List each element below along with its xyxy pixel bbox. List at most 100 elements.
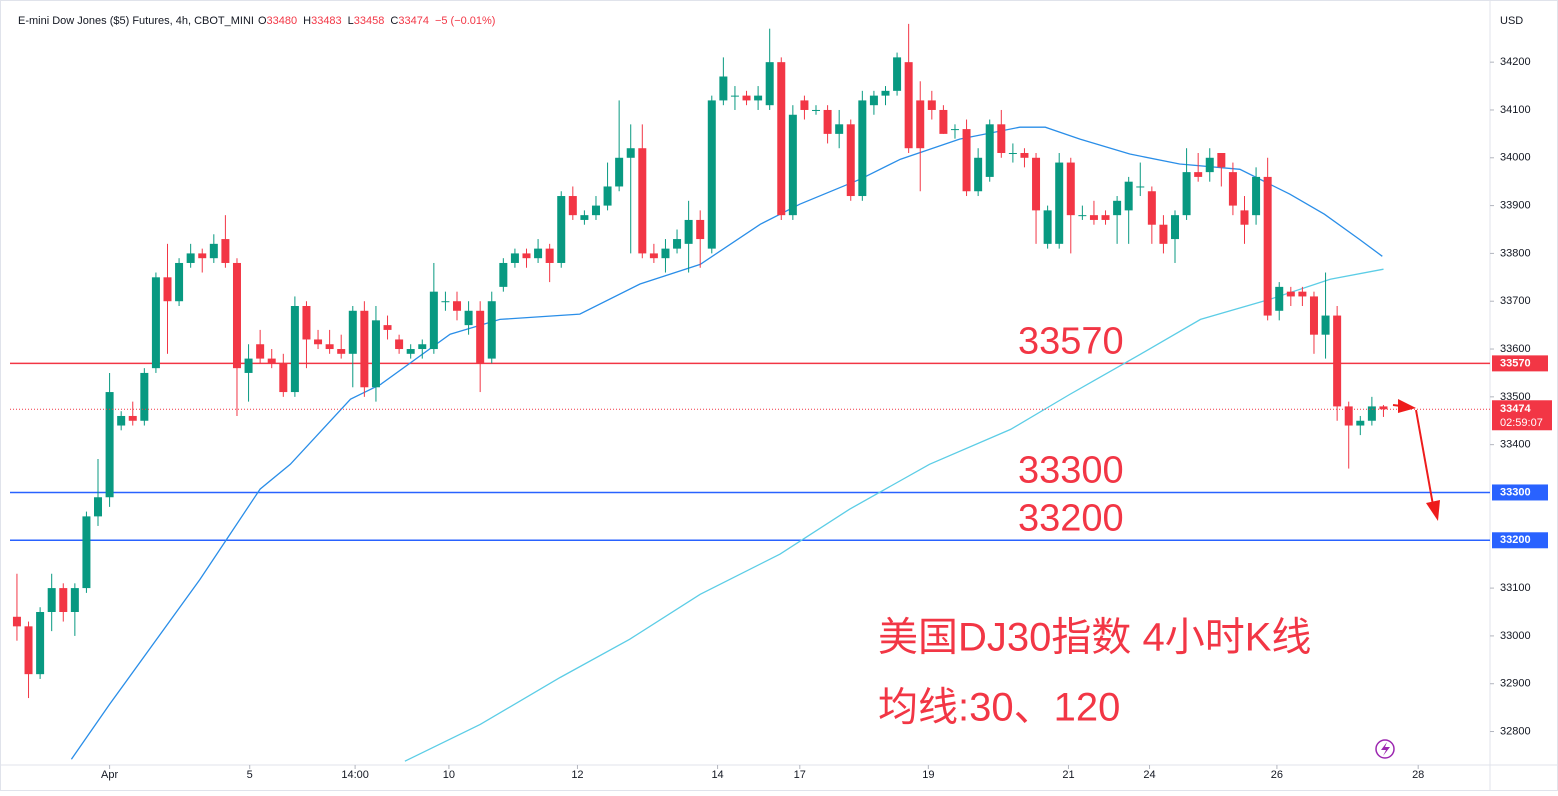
candle-body (765, 62, 774, 106)
candle-body (950, 129, 959, 131)
candle-body (487, 301, 496, 359)
candle-body (568, 196, 577, 216)
candle-body (1124, 181, 1133, 211)
ohlc-key: L (348, 15, 354, 27)
price-tag-label: 33474 (1500, 403, 1531, 415)
header: E-mini Dow Jones ($5) Futures, 4h, CBOT_… (18, 15, 495, 27)
level-tag-label: 33300 (1500, 486, 1531, 498)
x-tick-label: 24 (1143, 769, 1155, 781)
candle-body (788, 114, 797, 216)
price-tag (1492, 400, 1552, 431)
x-tick-label: Apr (101, 769, 118, 781)
arrow (1392, 399, 1440, 521)
candle-body (1298, 291, 1307, 297)
level-tag-label: 33200 (1500, 534, 1531, 546)
candle-body (256, 344, 265, 359)
candle-body (140, 372, 149, 421)
candle-body (580, 215, 589, 220)
symbol: E-mini Dow Jones ($5) Futures, 4h, CBOT_… (18, 15, 254, 27)
candle-body (696, 219, 705, 240)
candle-body (1020, 153, 1029, 158)
candle-body (348, 310, 357, 354)
candle-body (777, 62, 786, 216)
candle-body (59, 588, 68, 612)
candle-body (1078, 215, 1087, 217)
candle-body (534, 248, 543, 259)
candle-body (742, 95, 751, 101)
candle-body (383, 325, 392, 330)
lightning-icon[interactable] (1375, 739, 1395, 759)
x-tick-label: 12 (571, 769, 583, 781)
candle-body (163, 277, 172, 302)
x-tick-label: 19 (922, 769, 934, 781)
candle-body (1055, 162, 1064, 244)
candle-body (151, 277, 160, 369)
candle-body (1032, 157, 1041, 211)
candle-body (730, 95, 739, 97)
candle-body (916, 100, 925, 149)
candle-body (603, 186, 612, 206)
level-tag (1492, 355, 1548, 372)
candle-body (974, 157, 983, 192)
candle-body (545, 248, 554, 263)
ohlc-value: 33458 (354, 15, 385, 27)
candle-body (649, 253, 658, 259)
candle-body (626, 148, 635, 158)
candle-body (510, 253, 519, 263)
candle-body (985, 124, 994, 177)
candle-body (314, 339, 323, 345)
candle-body (499, 262, 508, 287)
candle-body (1205, 157, 1214, 173)
candle-body (1286, 291, 1295, 297)
candle-body (128, 415, 137, 421)
axes: 32800 32900 33000 33100 33400 33500 33600 33700… (101, 56, 1552, 781)
level-annotation: 33200 (1018, 497, 1124, 539)
x-tick-label: 26 (1271, 769, 1283, 781)
candle-body (962, 129, 971, 192)
plot (10, 23, 1490, 762)
candle-body (198, 253, 207, 259)
candle-body (835, 124, 844, 134)
candle-body (1321, 315, 1330, 335)
candle-body (1147, 191, 1156, 225)
candle-body (1252, 176, 1261, 216)
x-tick-label: 5 (247, 769, 253, 781)
candle-body (1240, 210, 1249, 225)
candle-body (684, 219, 693, 244)
candle-body (1182, 172, 1191, 216)
candle-body (279, 363, 288, 393)
annotation: 均线:30、120 (878, 686, 1120, 730)
x-tick-label: 28 (1412, 769, 1424, 781)
x-tick-label: 14 (711, 769, 723, 781)
candle-body (869, 95, 878, 106)
countdown: 02:59:07 (1500, 417, 1543, 429)
ohlc-key: C (390, 15, 398, 27)
ohlc-key: H (303, 15, 311, 27)
candle-body (1066, 162, 1075, 216)
candle-body (1228, 172, 1237, 206)
candle-body (302, 306, 311, 340)
y-tick-label: 34200 (1500, 56, 1531, 68)
candle-body (1089, 215, 1098, 220)
candle-body (1275, 286, 1284, 311)
moving-average (70, 126, 1383, 760)
candle-body (1171, 215, 1180, 240)
y-tick-label: 33900 (1500, 200, 1531, 212)
candle-body (82, 516, 91, 589)
candle-body (36, 612, 45, 675)
x-tick-label: 10 (443, 769, 455, 781)
candle-body (105, 392, 114, 498)
candle-body (70, 588, 79, 612)
change: −5 (−0.01%) (435, 15, 496, 27)
y-tick-label: 34000 (1500, 152, 1531, 164)
candle-body (360, 310, 369, 388)
y-tick-label: 33800 (1500, 247, 1531, 259)
candle-body (244, 358, 253, 373)
y-tick-label: 32800 (1500, 725, 1531, 737)
candle-body (927, 100, 936, 110)
candle-body (1008, 153, 1017, 154)
candle-body (1194, 172, 1203, 177)
x-tick-label: 14:00 (341, 769, 369, 781)
candle-body (337, 349, 346, 354)
